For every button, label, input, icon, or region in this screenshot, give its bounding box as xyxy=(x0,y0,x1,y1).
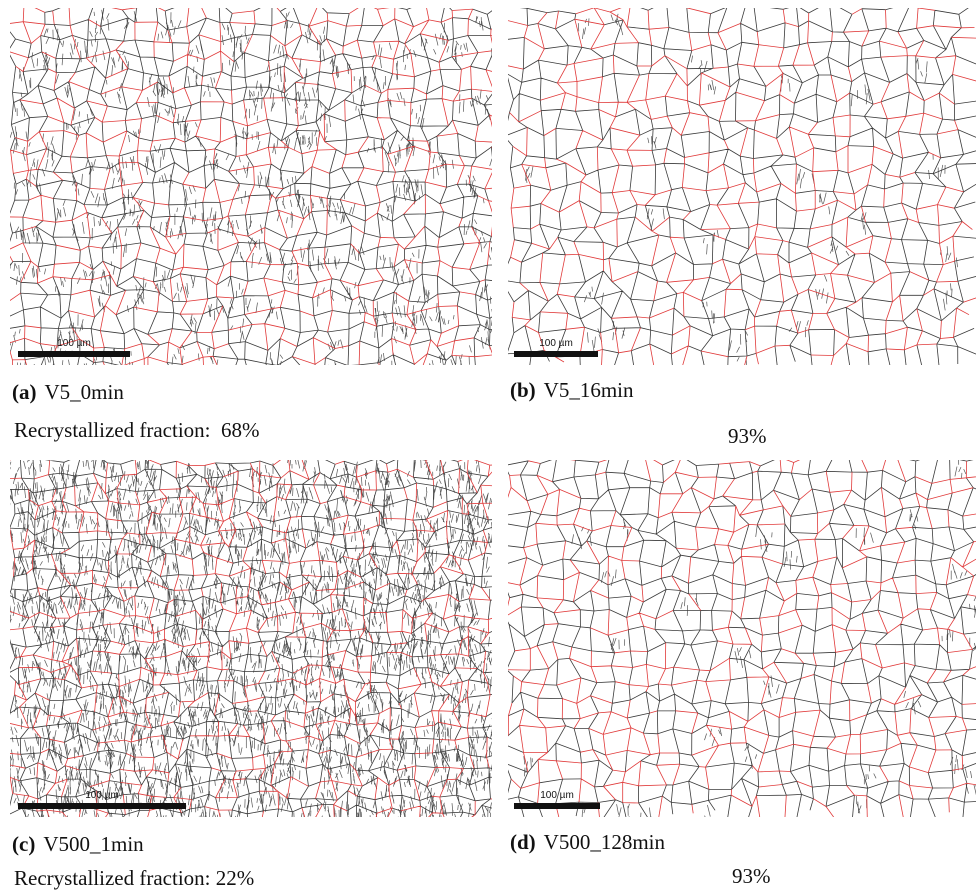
scale-bar-d: 100 µm xyxy=(514,789,600,809)
caption-c: (c) V500_1min xyxy=(12,832,144,857)
caption-a-tag: (a) xyxy=(12,380,37,404)
fraction-a-value: 68% xyxy=(221,418,260,442)
micrograph-c: 100 µm xyxy=(10,460,492,817)
fraction-d: 93% xyxy=(732,864,771,889)
fraction-a-label: Recrystallized fraction: xyxy=(14,418,211,442)
fraction-b: 93% xyxy=(728,424,767,449)
grain-map-a xyxy=(10,8,492,365)
fraction-c-label: Recrystallized fraction: xyxy=(14,866,211,890)
caption-b: (b) V5_16min xyxy=(510,378,634,403)
caption-d-name: V500_128min xyxy=(543,830,666,854)
grain-boundaries xyxy=(10,460,492,817)
grain-map-b xyxy=(508,8,976,365)
fraction-c-value: 22% xyxy=(215,866,255,890)
micrograph-b: 100 µm xyxy=(508,8,976,365)
deformed-texture xyxy=(10,9,492,365)
twin-boundaries xyxy=(10,8,492,365)
caption-a: (a) V5_0min xyxy=(12,380,124,405)
micrograph-a: 100 µm xyxy=(10,8,492,365)
twin-boundaries xyxy=(508,460,976,817)
grain-boundaries xyxy=(508,8,976,365)
caption-d-tag: (d) xyxy=(510,830,536,854)
caption-d: (d) V500_128min xyxy=(510,830,665,855)
scale-bar-b: 100 µm xyxy=(514,337,598,357)
caption-b-name: V5_16min xyxy=(543,378,634,402)
scale-bar-label-c: 100 µm xyxy=(85,790,119,801)
grain-map-d xyxy=(508,460,976,817)
twin-boundaries xyxy=(508,8,976,365)
scale-bar-a: 100 µm xyxy=(18,337,130,357)
caption-c-name: V500_1min xyxy=(43,832,144,856)
scale-bar-label-b: 100 µm xyxy=(539,338,573,349)
fraction-c: Recrystallized fraction: 22% xyxy=(14,866,254,891)
grain-boundaries xyxy=(508,460,976,817)
scale-bar-label-a: 100 µm xyxy=(57,338,91,349)
caption-c-tag: (c) xyxy=(12,832,36,856)
grain-boundaries xyxy=(10,8,492,365)
grain-map-c xyxy=(10,460,492,817)
fraction-b-value: 93% xyxy=(728,424,767,448)
twin-boundaries xyxy=(10,460,492,817)
caption-b-tag: (b) xyxy=(510,378,536,402)
micrograph-d: 100 µm xyxy=(508,460,976,817)
scale-bar-label-d: 100 µm xyxy=(540,790,574,801)
scale-bar-c: 100 µm xyxy=(18,789,186,809)
caption-a-name: V5_0min xyxy=(44,380,124,404)
fraction-d-value: 93% xyxy=(732,864,771,888)
deformed-texture xyxy=(524,13,958,365)
fraction-a: Recrystallized fraction: 68% xyxy=(14,418,260,443)
deformed-texture xyxy=(523,460,976,817)
